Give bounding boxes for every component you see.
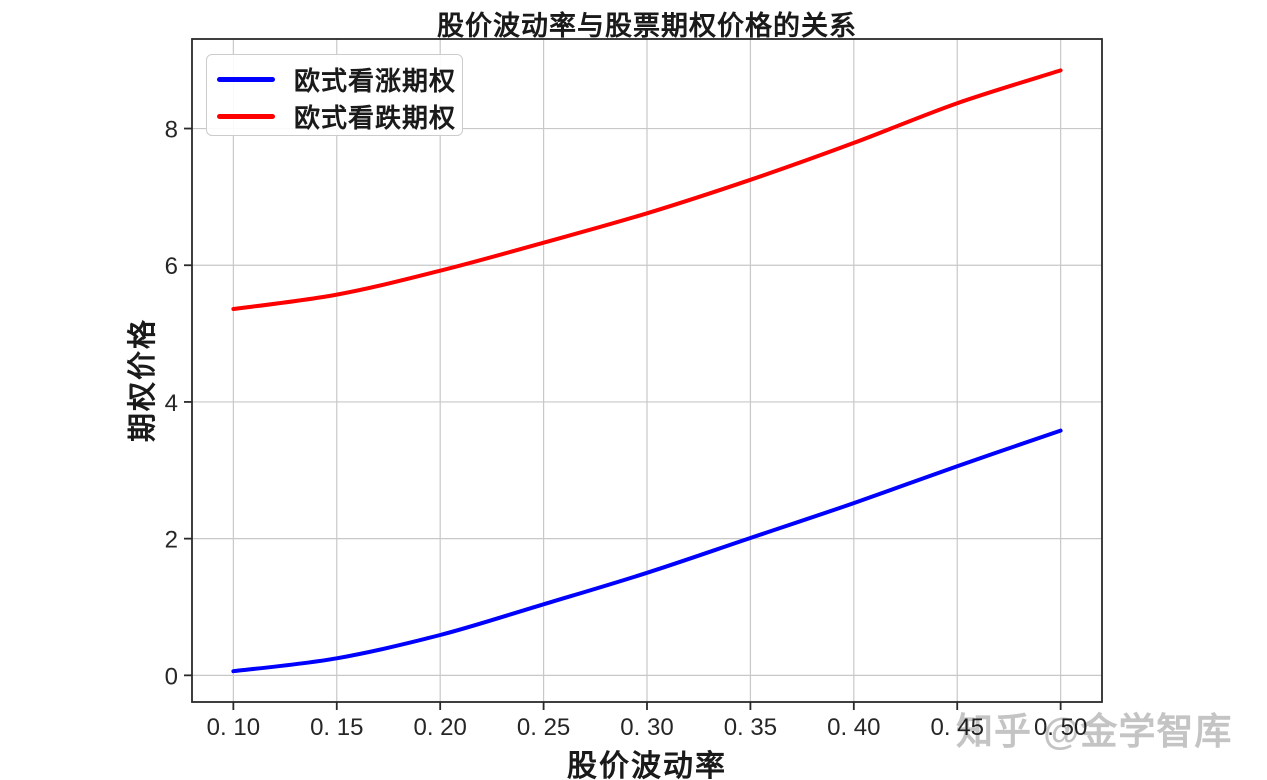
x-tick-label: 0. 50 <box>1034 714 1087 741</box>
call-option-curve <box>231 428 1063 674</box>
y-tick-label: 4 <box>165 390 178 417</box>
call-line-swatch <box>217 77 275 82</box>
y-tick-label: 0 <box>165 663 178 690</box>
legend-entry-call: 欧式看涨期权 <box>217 63 462 97</box>
x-tick-label: 0. 15 <box>310 714 363 741</box>
legend-label-put: 欧式看跌期权 <box>294 103 457 133</box>
x-tick-label: 0. 10 <box>207 714 260 741</box>
y-tick-label: 8 <box>165 117 178 144</box>
chart-title: 股价波动率与股票期权价格的关系 <box>437 11 857 41</box>
legend-entry-put: 欧式看跌期权 <box>217 100 462 134</box>
x-tick-label: 0. 20 <box>413 714 466 741</box>
x-tick-label: 0. 45 <box>931 714 984 741</box>
x-tick-label: 0. 30 <box>620 714 673 741</box>
x-axis-label: 股价波动率 <box>567 750 727 780</box>
put-option-curve <box>231 68 1063 311</box>
x-tick-label: 0. 25 <box>517 714 570 741</box>
x-tick-label: 0. 35 <box>724 714 777 741</box>
put-line-swatch <box>217 114 275 119</box>
legend-label-call: 欧式看涨期权 <box>294 66 457 96</box>
y-axis-label: 期权价格 <box>127 317 159 442</box>
y-tick-label: 2 <box>165 527 178 554</box>
x-tick-label: 0. 40 <box>827 714 880 741</box>
y-tick-label: 6 <box>165 253 178 280</box>
legend: 欧式看涨期权 欧式看跌期权 <box>206 54 463 136</box>
